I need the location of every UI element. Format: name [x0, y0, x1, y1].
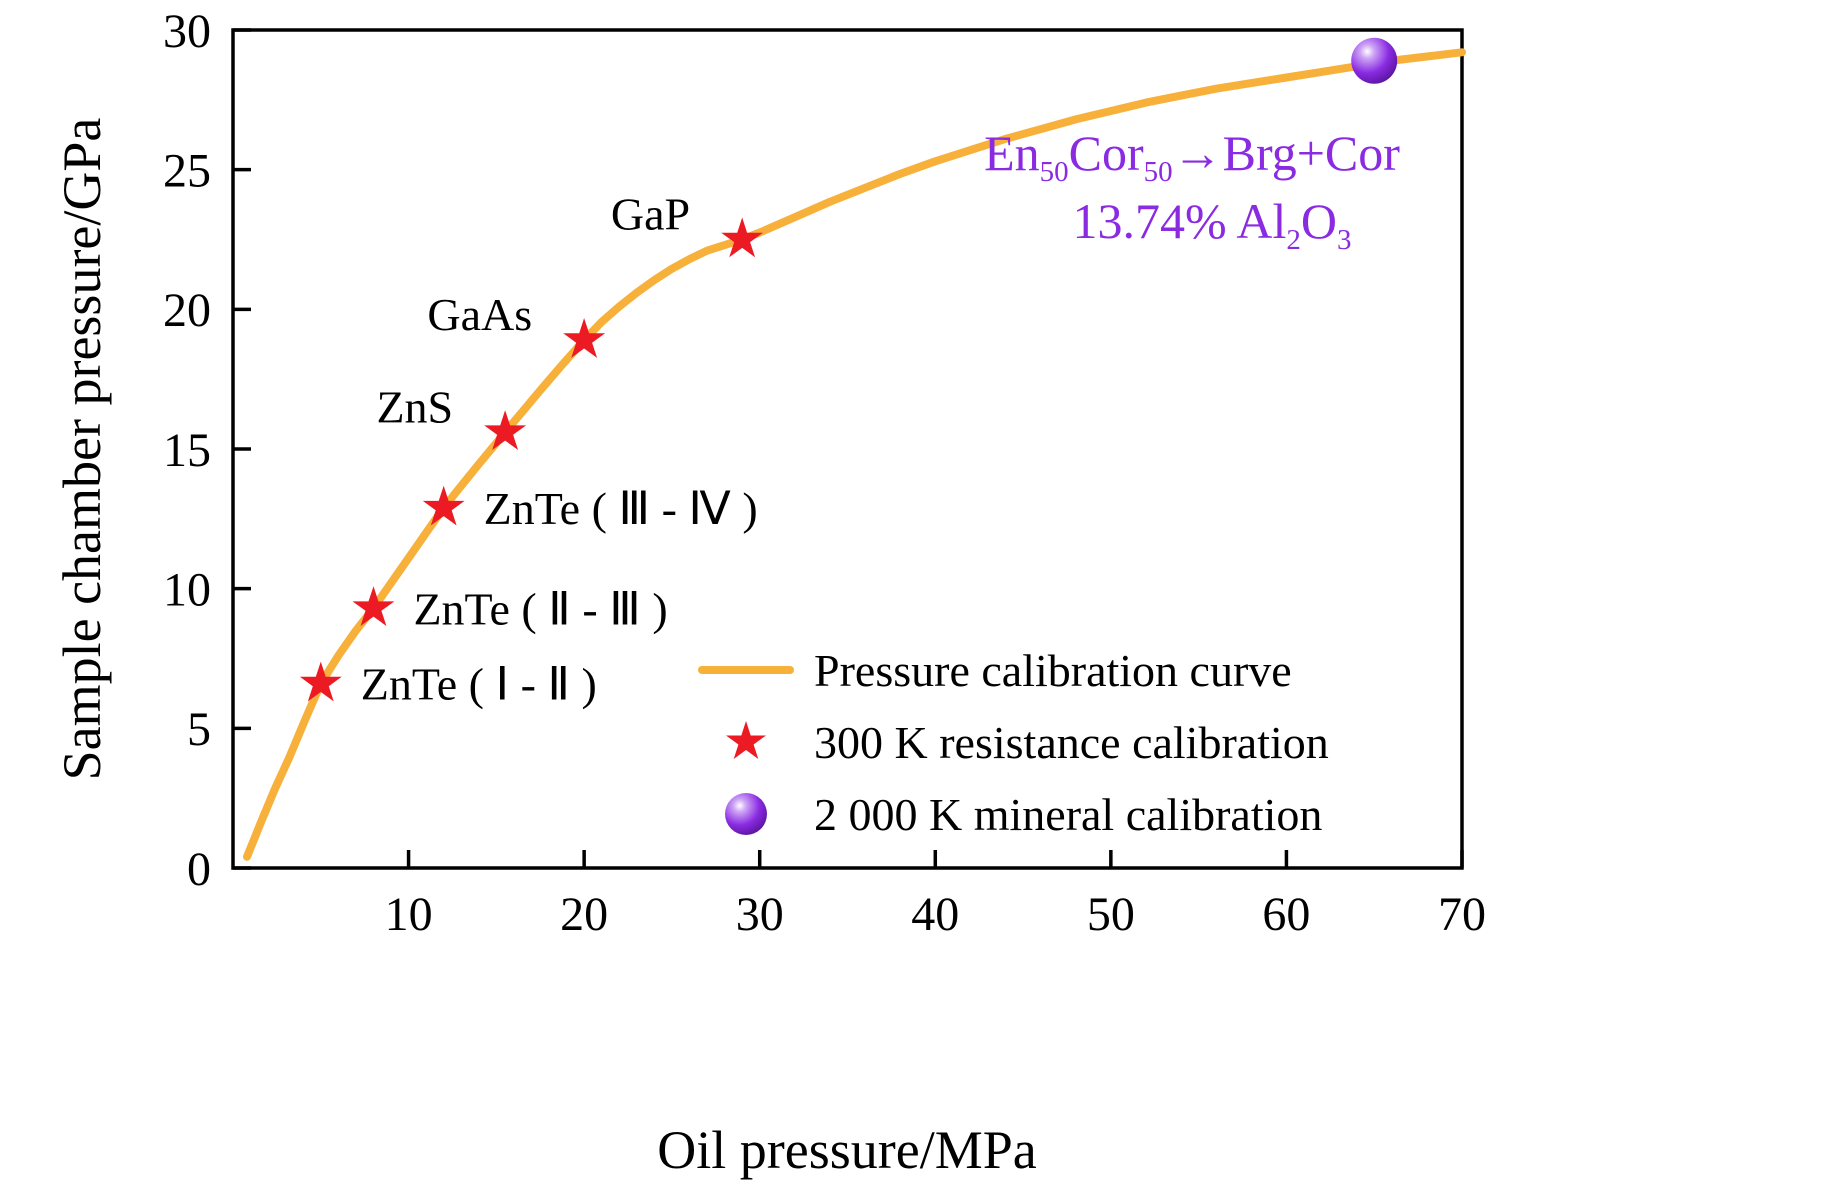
star-marker [422, 485, 465, 526]
x-tick-label: 30 [736, 888, 784, 941]
star-marker [563, 318, 606, 358]
star-marker [721, 217, 764, 258]
x-tick-label: 10 [385, 888, 433, 941]
x-tick-label: 40 [911, 888, 959, 941]
legend-item-mineral: 2 000 K mineral calibration [698, 778, 1329, 850]
x-tick-label: 60 [1262, 888, 1310, 941]
pressure-calibration-curve [243, 48, 1466, 861]
resistance-calibration-points [299, 217, 764, 702]
point-label: ZnS [376, 381, 453, 432]
point-label: ZnTe ( Ⅲ - Ⅳ ) [484, 483, 758, 534]
y-tick-label: 10 [163, 563, 211, 616]
curve-line-icon [698, 666, 794, 674]
x-tick-label: 20 [560, 888, 608, 941]
legend-label-resistance: 300 K resistance calibration [814, 716, 1329, 768]
star-marker [299, 661, 342, 702]
star-marker [352, 586, 395, 626]
legend-label-mineral: 2 000 K mineral calibration [814, 788, 1323, 840]
y-tick-label: 5 [187, 703, 211, 756]
y-tick-label: 25 [163, 144, 211, 197]
star-marker [484, 410, 527, 450]
x-axis-title: Oil pressure/MPa [657, 1120, 1036, 1180]
legend-item-resistance: 300 K resistance calibration [698, 706, 1329, 778]
legend: Pressure calibration curve 300 K resista… [698, 634, 1329, 850]
y-tick-label: 15 [163, 424, 211, 477]
y-axis-title: Sample chamber pressure/GPa [52, 118, 112, 781]
data-point-labels: ZnTe ( Ⅰ - Ⅱ ) ZnTe ( Ⅱ - Ⅲ ) ZnTe ( Ⅲ - Ⅳ… [361, 189, 758, 710]
legend-label-curve: Pressure calibration curve [814, 644, 1292, 696]
point-label: GaAs [427, 289, 532, 340]
sphere-icon [725, 793, 767, 835]
point-label: ZnTe ( Ⅱ - Ⅲ ) [413, 583, 667, 634]
star-icon [726, 721, 766, 759]
x-tick-label: 70 [1438, 888, 1486, 941]
tick-marks [233, 28, 1464, 870]
point-label: GaP [611, 189, 690, 240]
y-tick-label: 30 [163, 5, 211, 58]
sphere-marker [1351, 37, 1398, 84]
y-tick-label: 0 [187, 843, 211, 896]
mineral-calibration-point [1351, 37, 1398, 84]
y-tick-label: 20 [163, 284, 211, 337]
point-label: ZnTe ( Ⅰ - Ⅱ ) [361, 659, 597, 710]
tick-labels: 10 20 30 40 50 60 70 0 5 10 15 20 25 30 [163, 5, 1486, 941]
x-tick-label: 50 [1087, 888, 1135, 941]
legend-item-curve: Pressure calibration curve [698, 634, 1329, 706]
